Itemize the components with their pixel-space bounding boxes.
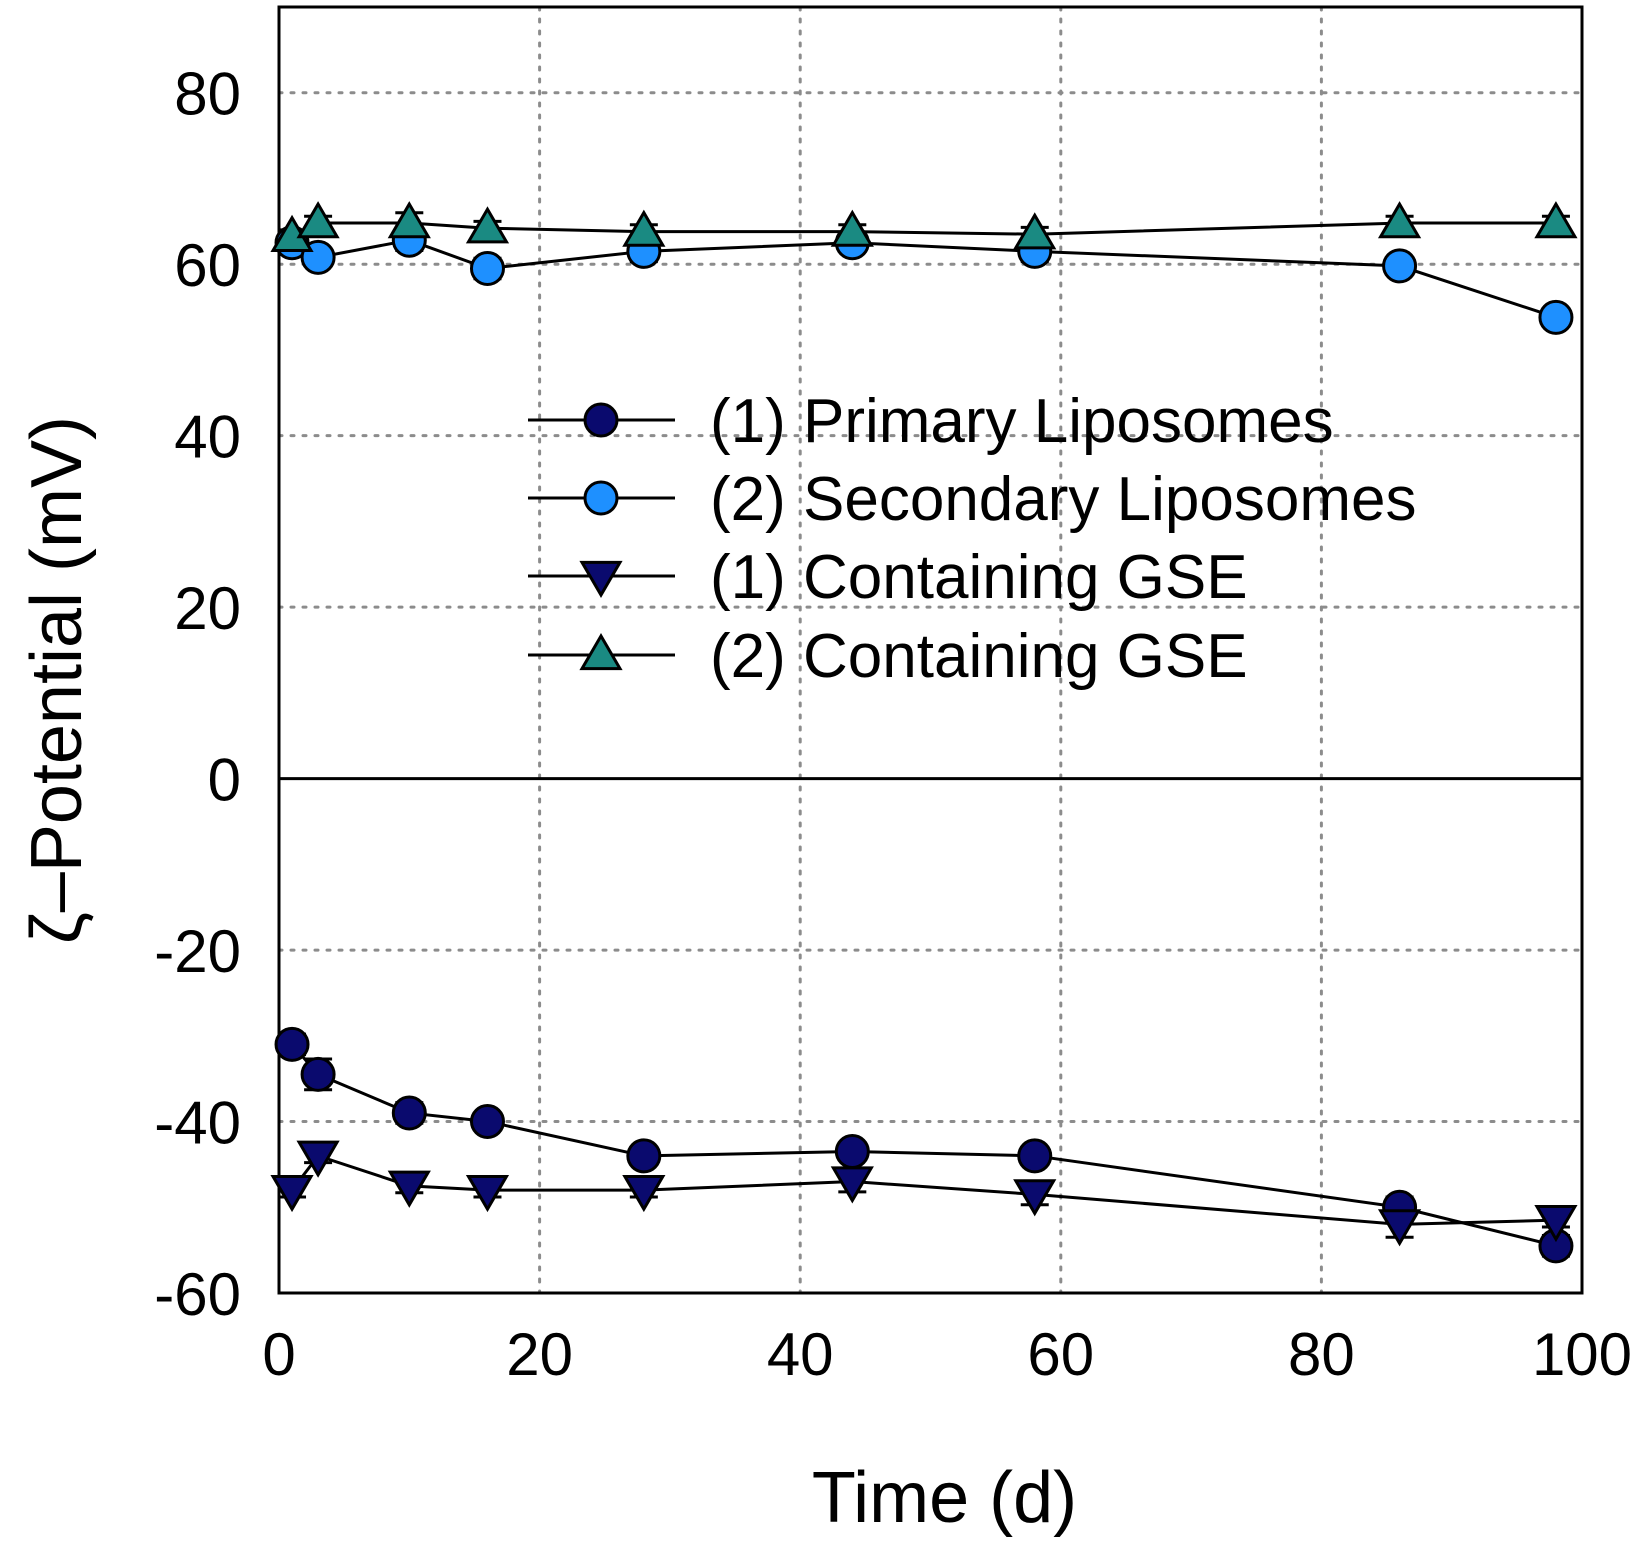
legend-marker [583,402,619,438]
series-4 [270,201,1578,252]
y-tick-label: -60 [154,1261,241,1328]
data-point [1377,201,1422,239]
x-tick-labels: 0 20 40 60 80 100 [262,1321,1632,1388]
data-point [830,1166,874,1204]
data-point [830,209,874,247]
data-point [469,1104,505,1140]
x-tick-label: 0 [262,1321,295,1388]
data-point [626,1138,662,1174]
x-tick-label: 80 [1288,1321,1355,1388]
x-tick-label: 40 [767,1321,834,1388]
data-point [622,209,666,247]
y-axis-title: ζ–Potential (mV) [17,416,97,944]
data-point [465,206,510,244]
data-point [387,201,431,239]
legend-label: (2) Containing GSE [710,622,1248,691]
plot-frame [277,5,1584,1295]
data-point [469,250,505,286]
series-1 [274,1026,1574,1264]
series-layer [270,201,1578,1264]
y-tick-label: 60 [174,232,241,299]
legend-item: (2) Secondary Liposomes [528,465,1416,534]
y-tick-label: -40 [154,1090,241,1157]
data-point [465,1174,510,1213]
data-point [622,1174,666,1213]
legend-item: (1) Primary Liposomes [528,387,1334,456]
legend-marker [579,633,623,671]
x-tick-label: 60 [1027,1321,1094,1388]
legend: (1) Primary Liposomes (2) Secondary Lipos… [528,387,1416,691]
data-point [1538,299,1574,335]
data-point [1377,1209,1422,1247]
y-tick-label: 20 [174,575,241,642]
data-point [296,1140,340,1178]
y-tick-labels: -60 -40 -20 0 20 40 60 80 [154,61,241,1328]
y-tick-label: -20 [154,918,241,985]
y-tick-label: 80 [174,61,241,128]
y-tick-label: 40 [174,404,241,471]
series-3 [270,1140,1578,1247]
data-point [391,1095,427,1131]
data-point [1013,212,1057,250]
data-point [834,1134,870,1170]
x-tick-label: 100 [1532,1321,1632,1388]
legend-label: (1) Primary Liposomes [710,387,1334,456]
data-point [274,1026,310,1062]
legend-item: (2) Containing GSE [528,622,1248,691]
plot-border [277,5,1584,1295]
legend-marker [579,560,623,598]
data-point [1534,1204,1578,1243]
legend-item: (1) Containing GSE [528,543,1248,612]
data-point [1534,201,1578,239]
data-point [296,201,340,239]
data-point [1382,248,1418,284]
series-line [290,1043,1557,1248]
legend-label: (2) Secondary Liposomes [710,465,1416,534]
legend-label: (1) Containing GSE [710,543,1248,612]
data-point [387,1170,431,1208]
data-point [270,1174,314,1213]
data-point [300,1056,336,1092]
x-axis-title: Time (d) [812,1458,1077,1538]
data-point [1013,1179,1057,1217]
data-point [1017,1138,1053,1174]
y-tick-label: 0 [208,747,241,814]
x-tick-label: 20 [506,1321,573,1388]
legend-marker [583,480,619,516]
